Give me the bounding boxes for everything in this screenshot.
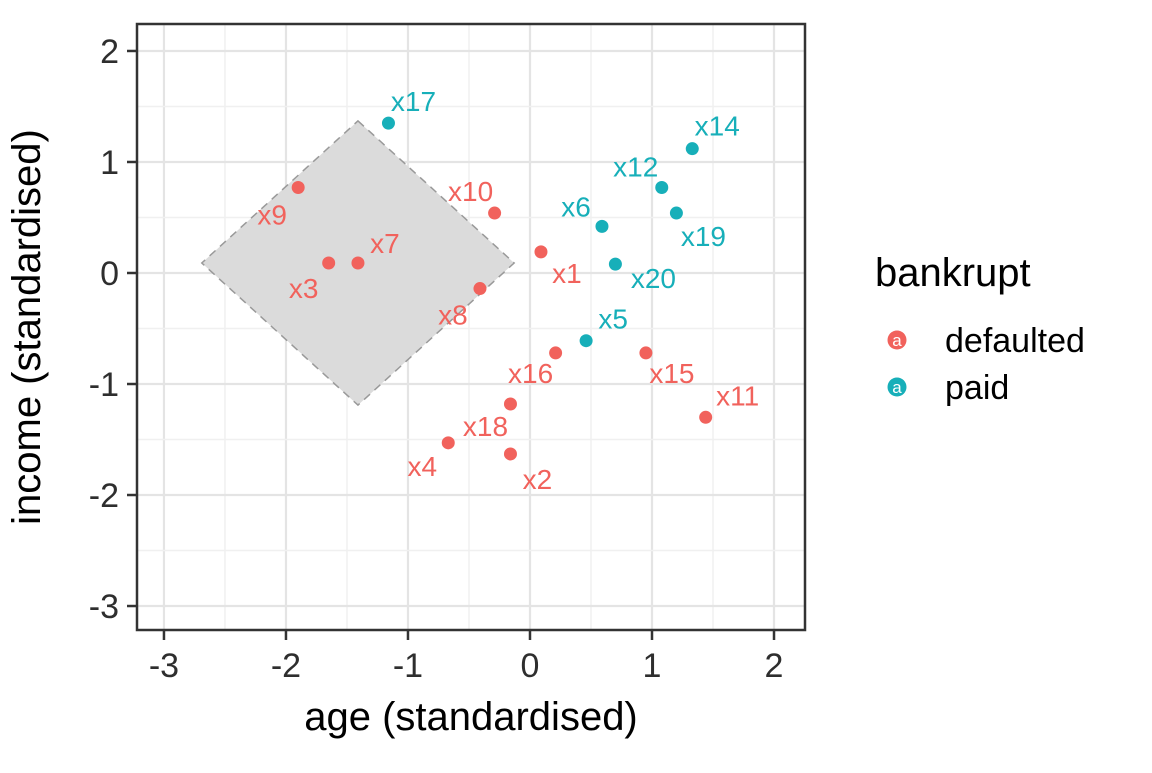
axis-ticks: [127, 49, 776, 640]
point-x2: [503, 447, 517, 461]
point-label-x1: x1: [552, 258, 582, 289]
point-label-x14: x14: [695, 111, 740, 142]
point-x17: [381, 116, 395, 130]
point-label-x16: x16: [508, 358, 553, 389]
point-x6: [595, 219, 609, 233]
data-points: [291, 116, 713, 461]
point-x20: [608, 257, 622, 271]
point-label-x3: x3: [289, 273, 319, 304]
point-x12: [655, 181, 669, 195]
x-tick-label-0: 0: [521, 647, 540, 685]
point-label-x5: x5: [598, 304, 628, 335]
point-label-x9: x9: [257, 200, 287, 231]
y-tick-label--3: -3: [89, 588, 119, 626]
point-label-x18: x18: [463, 411, 508, 442]
point-label-x20: x20: [631, 263, 676, 294]
legend-title: bankrupt: [875, 251, 1031, 295]
y-axis-title: income (standardised): [5, 129, 49, 525]
y-tick-label-0: 0: [100, 255, 119, 293]
point-x16: [549, 346, 563, 360]
defaulted-key-point-icon: [887, 330, 907, 350]
point-label-x15: x15: [649, 358, 694, 389]
point-x9: [291, 181, 305, 195]
x-tick-label--3: -3: [149, 647, 179, 685]
paid-key-point-icon: [887, 377, 907, 397]
legend-label-defaulted: defaulted: [945, 322, 1085, 360]
point-x10: [488, 206, 502, 220]
point-label-x7: x7: [370, 228, 400, 259]
point-x19: [669, 206, 683, 220]
y-tick-label-2: 2: [100, 33, 119, 71]
x-tick-label--2: -2: [271, 647, 301, 685]
y-tick-label--2: -2: [89, 477, 119, 515]
point-label-x4: x4: [407, 451, 437, 482]
point-x15: [639, 346, 653, 360]
defaulted-key-a-glyph: a: [892, 331, 902, 350]
legend-entry-defaulted: a defaulted: [887, 322, 1085, 360]
x-axis-title: age (standardised): [304, 695, 638, 739]
point-x1: [534, 245, 548, 259]
point-x18: [503, 397, 517, 411]
point-label-x8: x8: [438, 300, 468, 331]
legend-label-paid: paid: [945, 369, 1009, 407]
paid-key-a-glyph: a: [892, 378, 902, 397]
x-tick-label-1: 1: [643, 647, 662, 685]
point-label-x12: x12: [613, 152, 658, 183]
point-label-x2: x2: [523, 464, 553, 495]
point-x7: [351, 256, 365, 270]
panel-border: [135, 22, 807, 632]
point-x5: [579, 334, 593, 348]
point-label-x10: x10: [448, 176, 493, 207]
legend: bankrupt a defaulted a paid: [875, 251, 1085, 407]
point-label-x17: x17: [391, 86, 436, 117]
point-label-x11: x11: [716, 380, 759, 411]
y-tick-label--1: -1: [89, 366, 119, 404]
legend-entry-paid: a paid: [887, 369, 1009, 407]
x-tick-label-2: 2: [765, 647, 784, 685]
point-label-x19: x19: [681, 221, 726, 252]
point-x14: [685, 142, 699, 156]
point-x8: [473, 282, 487, 296]
point-x4: [441, 436, 455, 450]
axis-tick-labels: -3 -2 -1 0 1 2 2 1 0 -1 -2 -3: [89, 33, 784, 685]
point-x3: [322, 256, 336, 270]
x-tick-label--1: -1: [393, 647, 423, 685]
point-x11: [699, 410, 713, 424]
y-tick-label-1: 1: [100, 144, 119, 182]
point-label-x6: x6: [561, 191, 591, 222]
